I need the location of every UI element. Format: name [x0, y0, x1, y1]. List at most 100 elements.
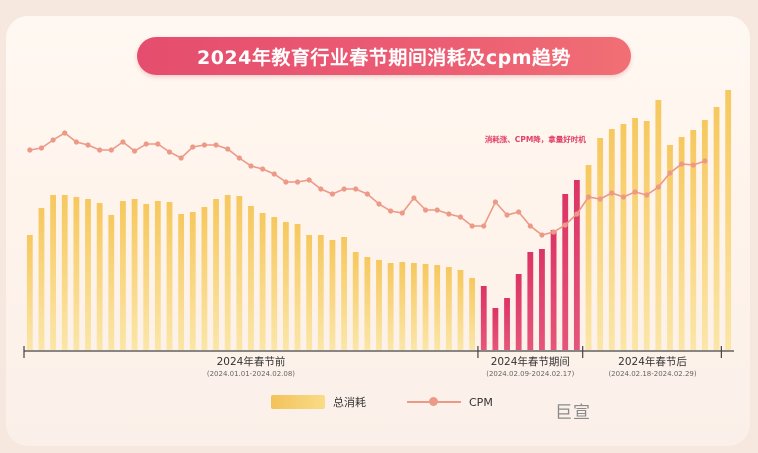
bar [352, 252, 359, 350]
period-label: 2024年春节前 [217, 355, 286, 368]
watermark: 巨宣 [555, 403, 591, 423]
bar [376, 260, 382, 350]
bar [364, 257, 371, 350]
cpm-point [62, 130, 68, 136]
cpm-point [469, 223, 475, 229]
bar [550, 230, 557, 350]
bar [38, 208, 45, 350]
cpm-point [411, 195, 417, 201]
bar [585, 165, 592, 350]
bar [341, 237, 347, 350]
cpm-point [50, 137, 56, 143]
bar [329, 240, 336, 350]
bar [154, 201, 161, 350]
bar [224, 195, 231, 350]
bar [573, 180, 580, 350]
cpm-point [329, 191, 336, 197]
bar [271, 217, 278, 350]
bar [608, 129, 615, 350]
cpm-point [446, 211, 452, 217]
cpm-point [120, 139, 126, 145]
legend-bar-label: 总消耗 [333, 396, 366, 409]
period-label: 2024年春节期间 [491, 355, 570, 368]
bar [26, 235, 33, 350]
cpm-point [597, 196, 603, 202]
cpm-point [655, 184, 661, 190]
bar [562, 194, 569, 350]
bar [469, 278, 476, 350]
cpm-point [97, 147, 103, 153]
cpm-point [283, 179, 289, 185]
bar [399, 262, 406, 350]
cpm-point [306, 177, 312, 183]
bar [189, 212, 196, 350]
bar [457, 270, 464, 350]
bar [294, 224, 301, 350]
bar [61, 195, 68, 350]
bar [85, 199, 91, 350]
bar [527, 252, 534, 350]
cpm-point [178, 155, 184, 161]
cpm-point [516, 209, 522, 215]
cpm-point [73, 139, 79, 145]
cpm-point [644, 192, 650, 198]
cpm-point [260, 166, 266, 172]
cpm-point [690, 162, 696, 168]
bar [411, 263, 417, 350]
legend-line-swatch [407, 395, 461, 409]
cpm-point [550, 229, 557, 235]
cpm-point [702, 158, 708, 164]
cpm-point [353, 186, 359, 192]
bar [445, 267, 452, 350]
cpm-point [364, 191, 370, 197]
cpm-point [667, 170, 673, 176]
cpm-point [236, 155, 242, 161]
bar [690, 130, 697, 350]
bar [492, 308, 499, 350]
bar [131, 199, 138, 350]
cpm-point [434, 207, 440, 213]
bar [643, 121, 650, 350]
cpm-point [492, 199, 498, 205]
bar [201, 207, 208, 350]
cpm-point [27, 147, 33, 153]
cpm-point [457, 214, 464, 220]
legend-bar-swatch [271, 395, 325, 409]
bar [515, 274, 522, 350]
cpm-point [213, 142, 219, 148]
bar [236, 196, 243, 350]
bar [597, 138, 604, 350]
bar [655, 100, 662, 350]
bar [50, 195, 57, 350]
bar [306, 235, 313, 350]
cpm-point [38, 145, 45, 151]
bar [504, 298, 510, 350]
bar [166, 202, 173, 350]
bar [422, 264, 429, 350]
cpm-point [318, 186, 324, 192]
chart-title: 2024年教育行业春节期间消耗及cpm趋势 [137, 37, 631, 75]
bar [120, 201, 126, 350]
bar [96, 203, 103, 350]
bar [73, 197, 80, 350]
cpm-point [504, 212, 510, 218]
cpm-point [225, 146, 231, 152]
cpm-point [609, 190, 615, 196]
cpm-point [294, 179, 301, 185]
cpm-point [108, 147, 114, 153]
period-range: (2024.02.09-2024.02.17) [486, 370, 574, 378]
bar [632, 118, 638, 350]
cpm-point [271, 171, 277, 177]
cpm-point [341, 186, 347, 192]
bar [108, 215, 115, 350]
cpm-point [190, 144, 196, 150]
cpm-line [29, 132, 706, 236]
cpm-point [201, 142, 208, 148]
cpm-point [481, 223, 487, 229]
cpm-point [388, 208, 394, 214]
annotation-text: 消耗涨、CPM降，拿量好时机 [485, 134, 586, 144]
cpm-point [422, 207, 429, 213]
legend-item-line: CPM [407, 391, 493, 413]
cpm-point [562, 222, 568, 228]
